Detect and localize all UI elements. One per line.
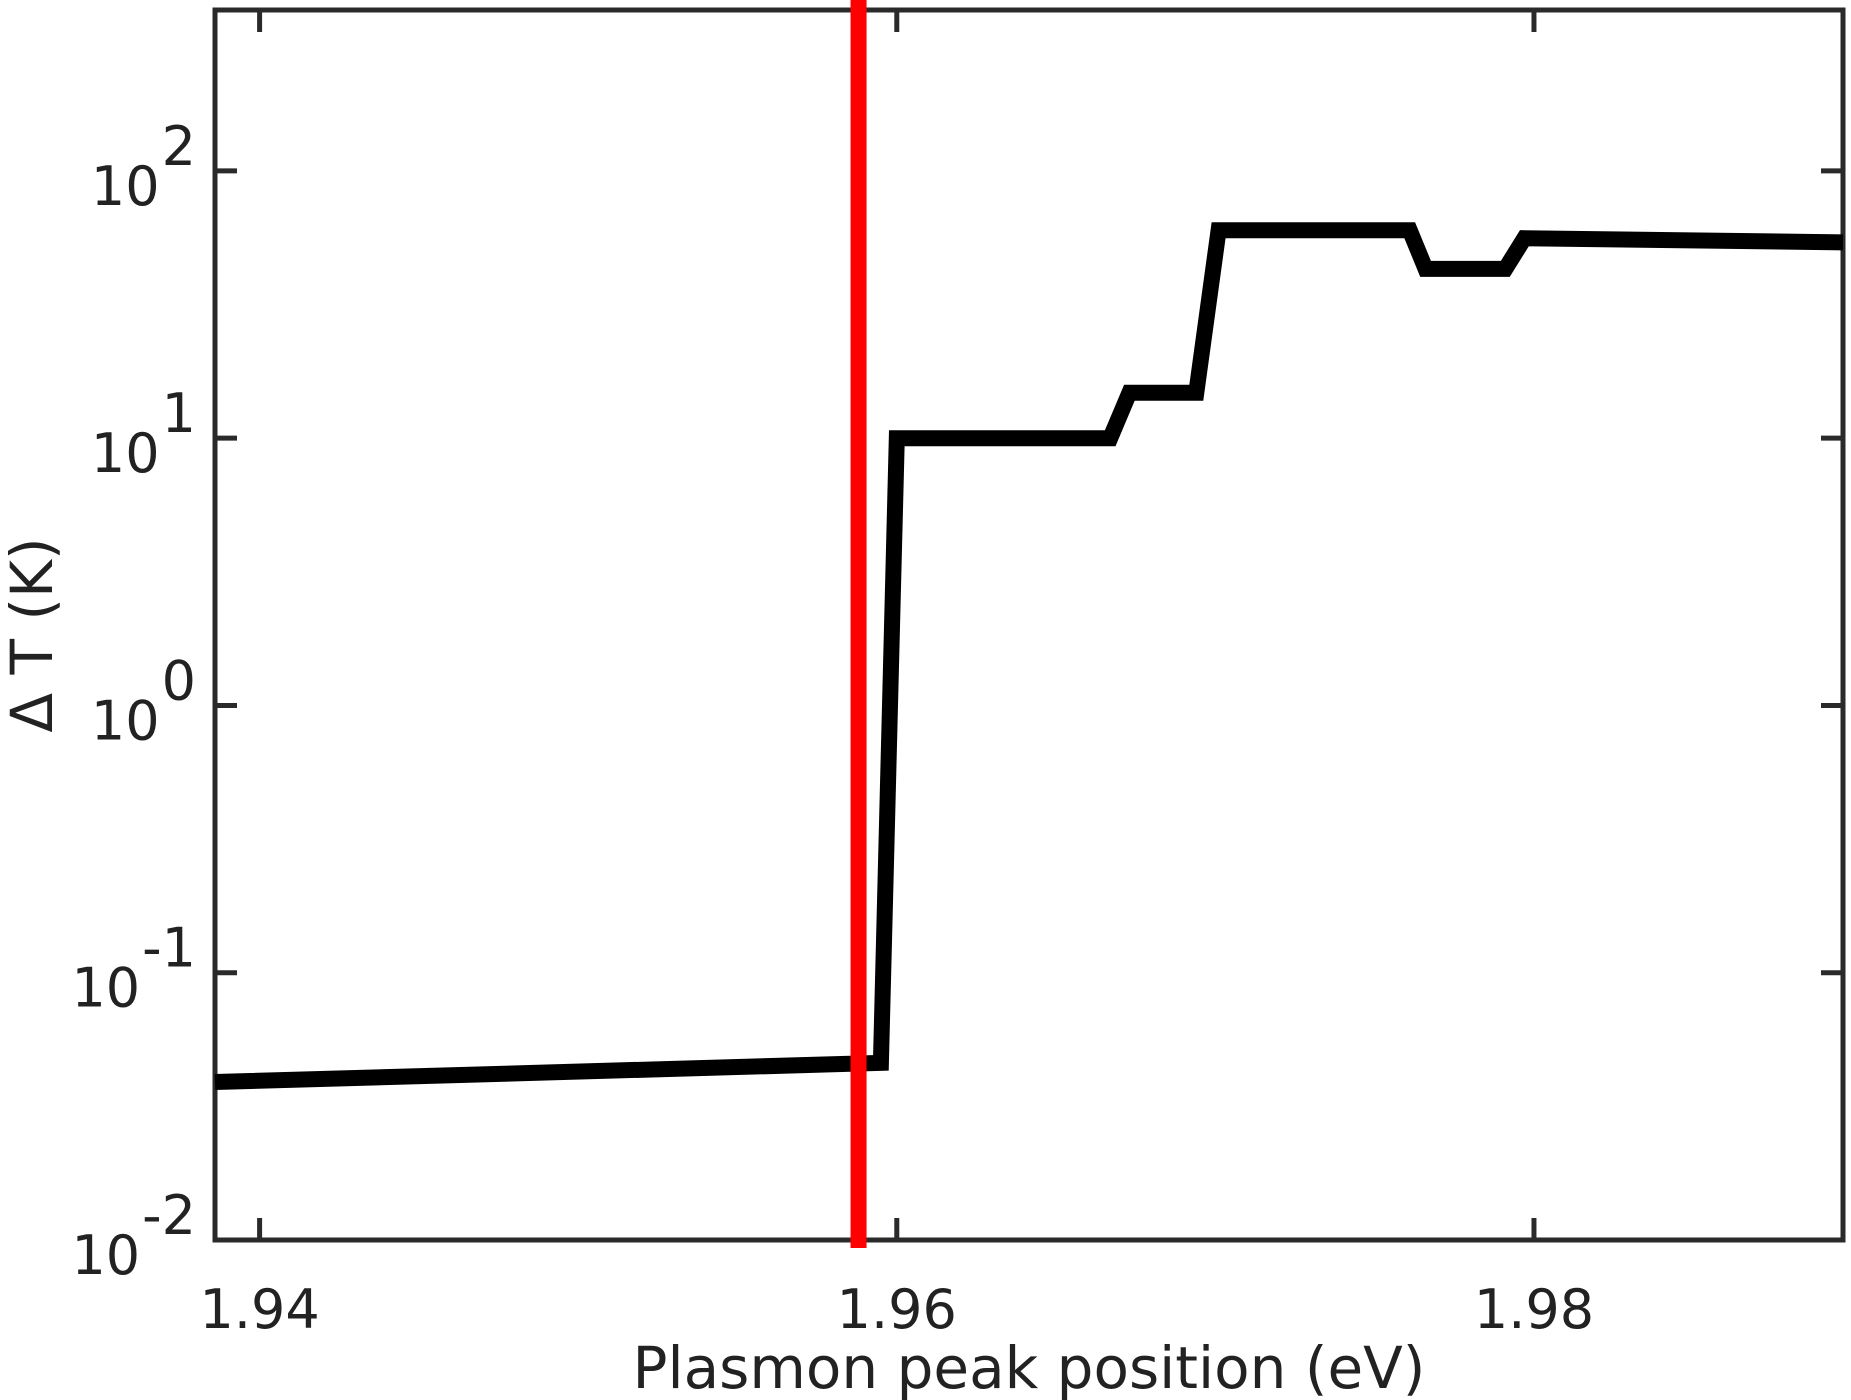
y-tick-exponent: 2 bbox=[162, 115, 196, 178]
axes-box bbox=[212, 7, 1846, 1243]
y-tick-base: 10 bbox=[91, 422, 160, 485]
y-tick-base: 10 bbox=[71, 957, 140, 1020]
y-tick-base: 10 bbox=[91, 155, 160, 218]
data-series bbox=[214, 222, 1844, 1090]
y-axis-label: Δ T (K) bbox=[0, 537, 66, 732]
x-tick-label: 1.98 bbox=[1474, 1278, 1594, 1341]
y-tick-base: 10 bbox=[71, 1224, 140, 1287]
y-tick-base: 10 bbox=[91, 689, 160, 752]
y-tick-label: 010 bbox=[91, 649, 196, 752]
y-tick-label: -210 bbox=[71, 1184, 196, 1287]
y-tick-exponent: -2 bbox=[142, 1184, 196, 1247]
x-tick-label: 1.96 bbox=[837, 1278, 957, 1341]
y-tick-label: -110 bbox=[71, 917, 196, 1020]
y-tick-exponent: 1 bbox=[162, 382, 196, 445]
x-tick-label: 1.94 bbox=[199, 1278, 319, 1341]
series-line bbox=[214, 222, 1844, 1090]
y-tick-label: 110 bbox=[91, 382, 196, 485]
x-axis-label: Plasmon peak position (eV) bbox=[633, 1334, 1426, 1400]
y-tick-exponent: 0 bbox=[162, 649, 196, 712]
y-tick-exponent: -1 bbox=[142, 917, 196, 980]
y-tick-label: 210 bbox=[91, 115, 196, 218]
x-ticks: 1.94 1.96 1.98 bbox=[199, 10, 1594, 1341]
axes bbox=[212, 7, 1846, 1243]
